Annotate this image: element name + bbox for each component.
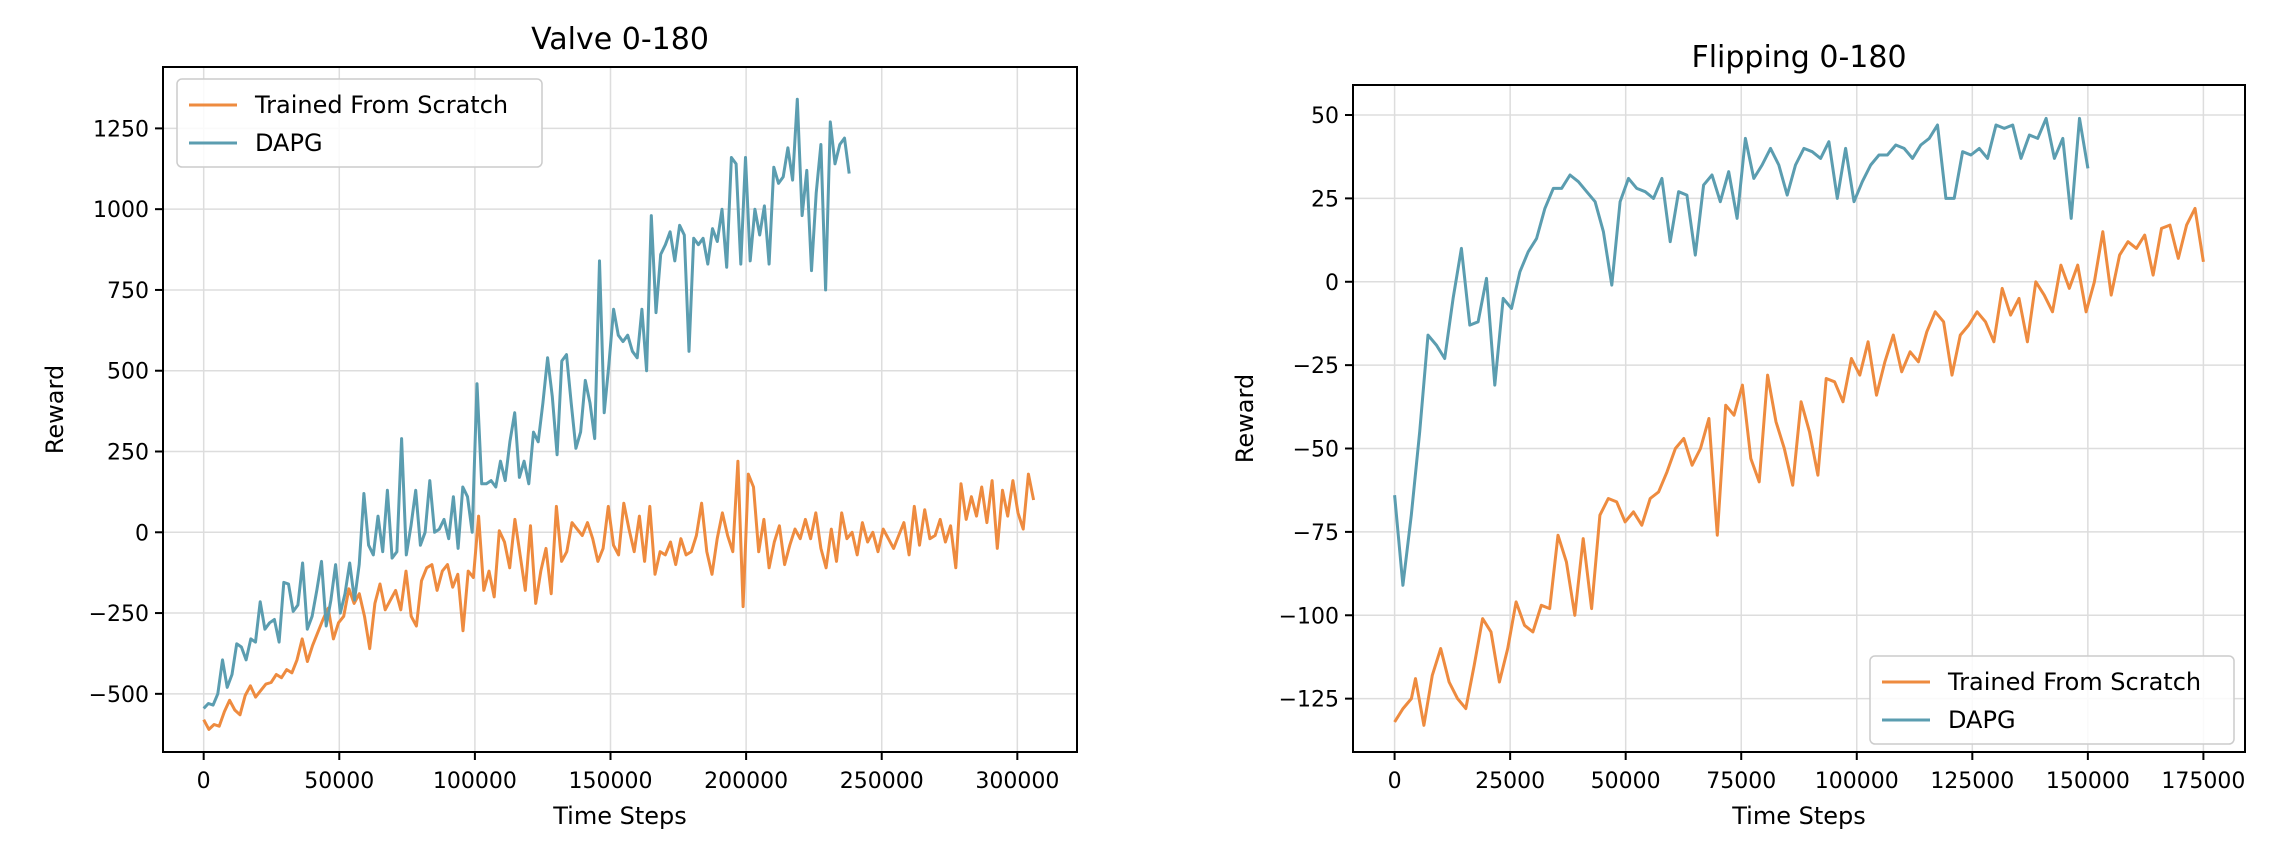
legend-box — [176, 78, 543, 168]
legend: Trained From Scratch DAPG — [176, 78, 543, 168]
x-tick-label: 150000 — [2046, 769, 2130, 794]
y-tick-label: −250 — [89, 602, 149, 627]
y-axis-label: Reward — [1231, 374, 1259, 463]
y-tick-label: 25 — [1311, 187, 1339, 212]
y-tick-label: 250 — [107, 441, 149, 466]
x-tick-label: 150000 — [569, 769, 653, 794]
x-tick-label: 100000 — [1815, 769, 1899, 794]
y-tick-label: −50 — [1293, 438, 1339, 463]
series-line-scratch — [202, 459, 1036, 731]
x-tick-label: 50000 — [304, 769, 374, 794]
legend-entry: Trained From Scratch — [254, 91, 508, 119]
series-line-scratch — [1393, 206, 2205, 727]
y-tick-label: −500 — [89, 683, 149, 708]
legend: Trained From Scratch DAPG — [1869, 655, 2235, 745]
x-tick-label: 250000 — [840, 769, 924, 794]
x-tick-label: 0 — [1388, 769, 1402, 794]
plot-frame — [1352, 84, 2246, 753]
x-tick-label: 25000 — [1475, 769, 1545, 794]
plot-frame — [162, 66, 1078, 753]
y-axis-label: Reward — [41, 365, 69, 454]
legend-entry: Trained From Scratch — [1947, 668, 2201, 696]
y-tick-label: 0 — [135, 521, 149, 546]
y-tick-label: −75 — [1293, 521, 1339, 546]
legend-entry: DAPG — [1948, 706, 2016, 734]
series-line-dapg — [202, 97, 851, 710]
x-axis-label: Time Steps — [1731, 802, 1866, 830]
x-tick-label: 200000 — [704, 769, 788, 794]
series-line-dapg — [1393, 116, 2090, 587]
x-tick-label: 100000 — [433, 769, 517, 794]
chart-title: Valve 0-180 — [531, 22, 709, 57]
y-tick-label: −25 — [1293, 354, 1339, 379]
x-tick-label: 175000 — [2161, 769, 2245, 794]
x-tick-label: 300000 — [975, 769, 1059, 794]
y-tick-label: 0 — [1325, 271, 1339, 296]
chart-panel-2: 0 25000 50000 75000 100000 125000 150000 175000… — [1231, 40, 2246, 830]
x-tick-label: 125000 — [1930, 769, 2014, 794]
legend-entry: DAPG — [255, 129, 323, 157]
x-tick-label: 0 — [197, 769, 211, 794]
legend-box — [1869, 655, 2235, 745]
y-tick-label: 750 — [107, 279, 149, 304]
y-tick-label: 1000 — [93, 198, 149, 223]
y-tick-label: 1250 — [93, 117, 149, 142]
x-tick-label: 50000 — [1591, 769, 1661, 794]
x-axis-label: Time Steps — [552, 802, 687, 830]
y-tick-label: 500 — [107, 360, 149, 385]
chart-title: Flipping 0-180 — [1691, 40, 1906, 75]
y-tick-label: −125 — [1279, 688, 1339, 713]
y-tick-label: 50 — [1311, 104, 1339, 129]
x-tick-label: 75000 — [1706, 769, 1776, 794]
chart-panel-1: 0 50000 100000 150000 200000 250000 300000 −500… — [41, 22, 1078, 830]
y-tick-label: −100 — [1279, 604, 1339, 629]
